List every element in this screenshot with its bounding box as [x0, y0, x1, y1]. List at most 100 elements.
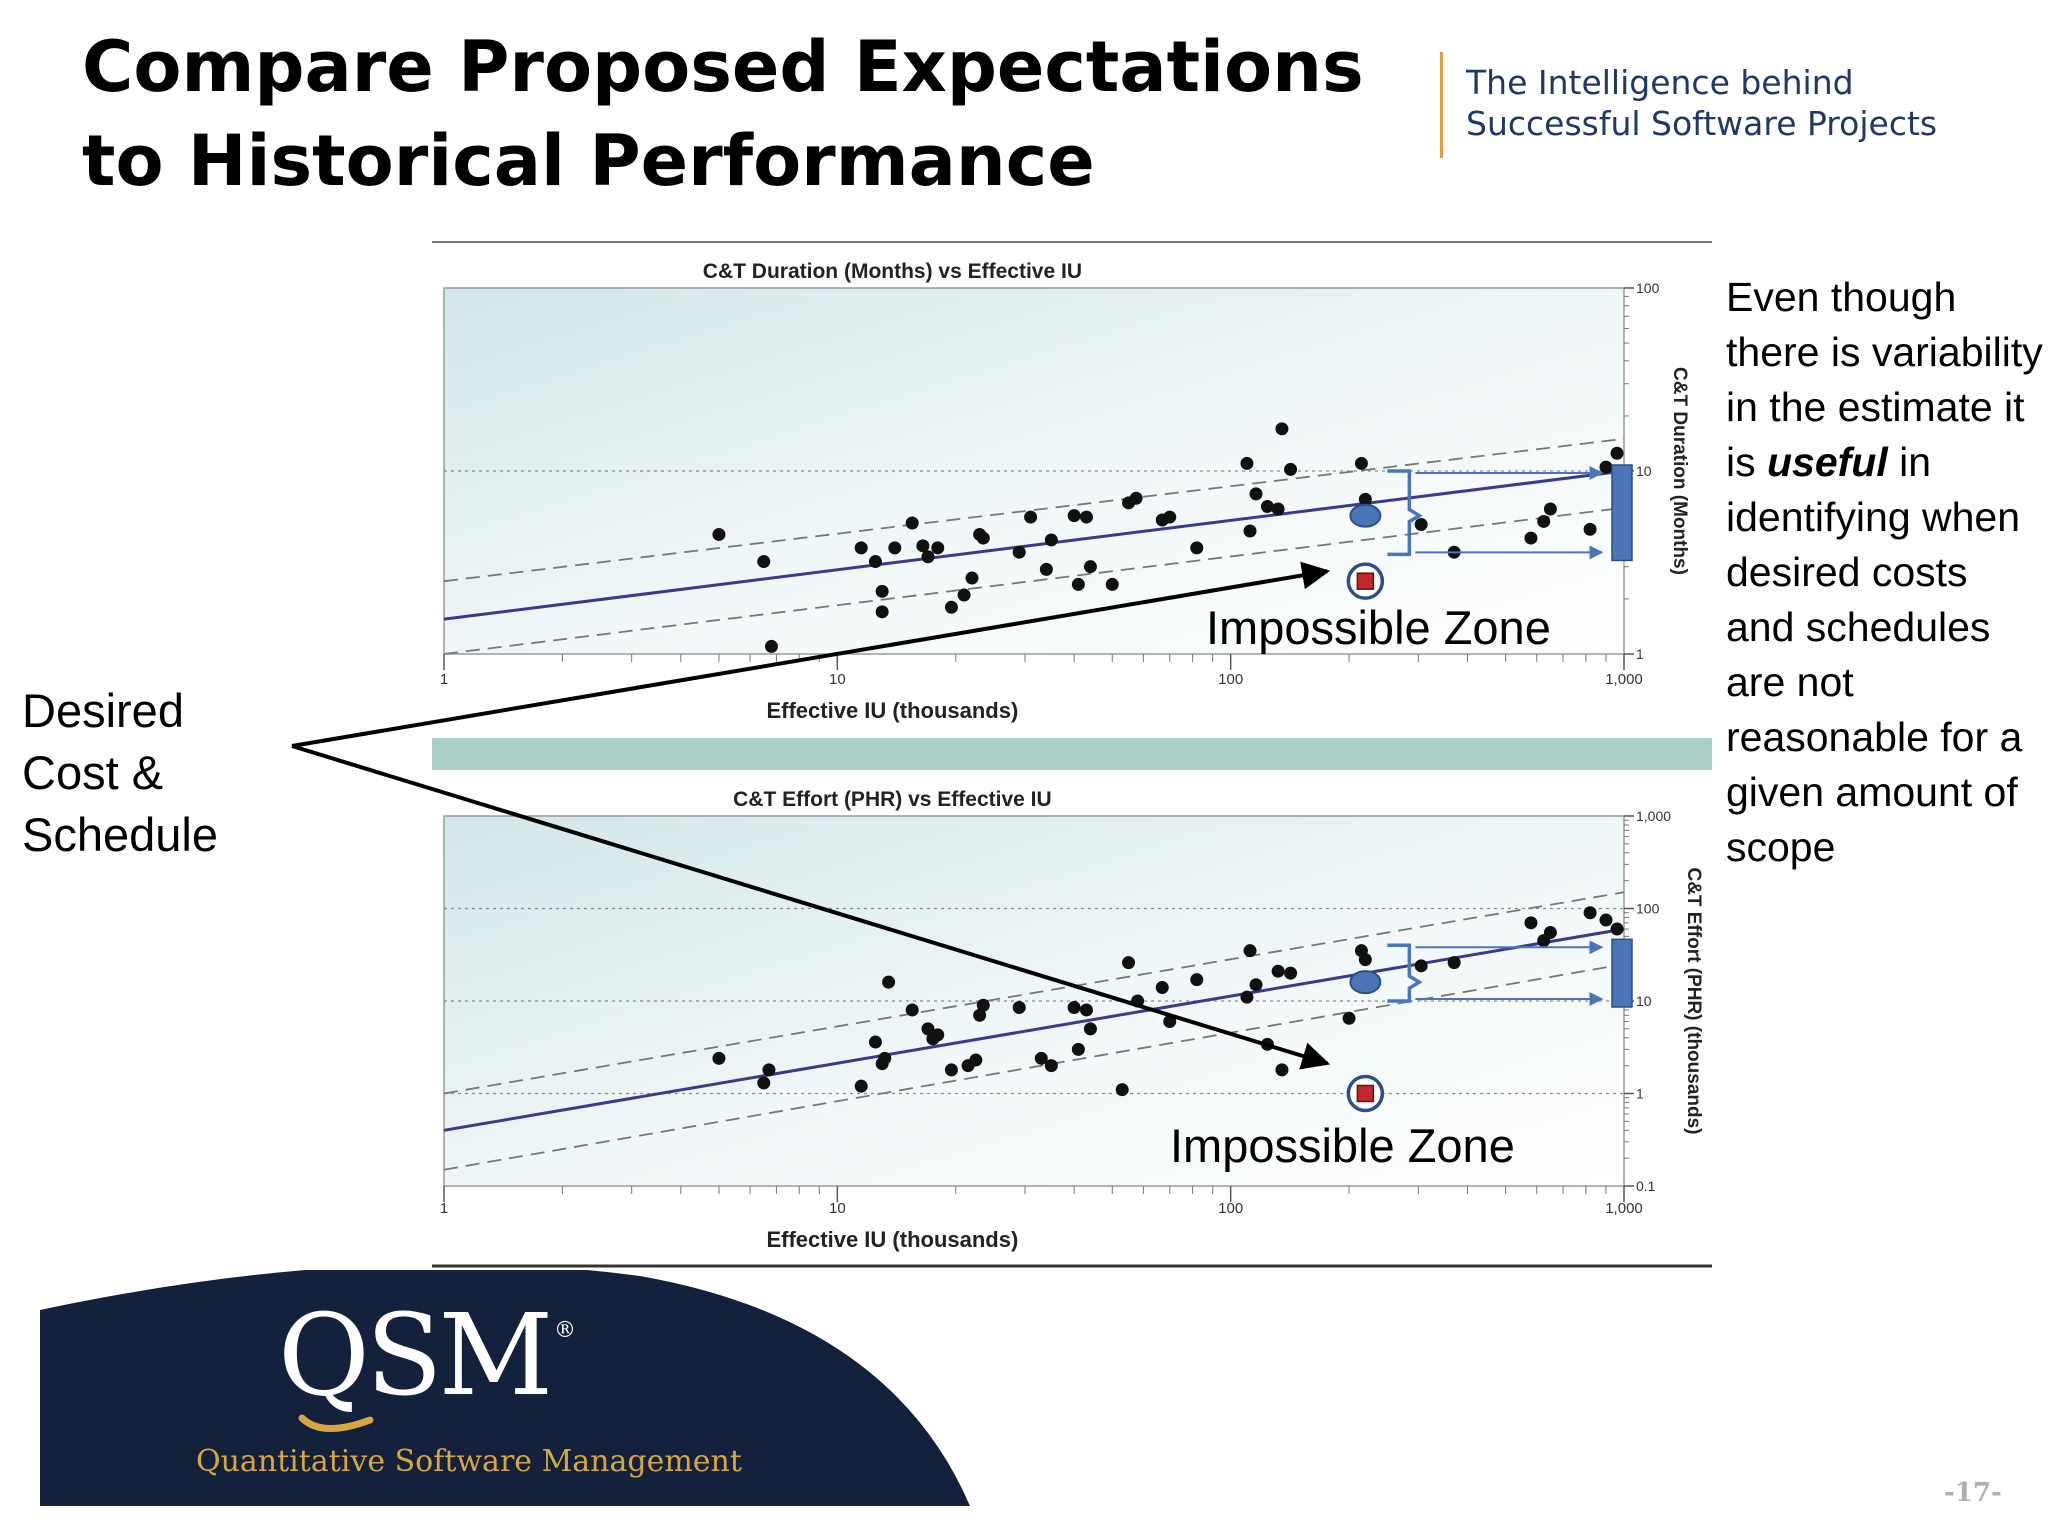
chart1-data-point [1039, 562, 1053, 576]
chart2-x-tick-label: 100 [1218, 1200, 1243, 1217]
chart2-trend-line [443, 927, 1625, 1132]
chart2-data-point [976, 998, 990, 1012]
chart1-trend-line [443, 469, 1625, 621]
chart1-data-point [1599, 460, 1613, 474]
chart1-data-point [916, 539, 930, 553]
chart1-data-point [976, 531, 990, 545]
chart1-x-tick-label: 1 [440, 671, 448, 688]
chart2-data-point [905, 1003, 919, 1017]
chart1-y-tick-label: 1 [1636, 646, 1644, 662]
chart1-data-point [1358, 492, 1372, 506]
chart2-data-point [1543, 926, 1557, 940]
chart1-data-point [1071, 577, 1085, 591]
chart2-y-tick-label: 100 [1636, 901, 1660, 917]
chart2-data-point [1414, 959, 1428, 973]
chart2-x-tick-label: 1,000 [1605, 1200, 1643, 1217]
chart2-data-point [944, 1063, 958, 1077]
chart-separator-band [432, 738, 1712, 770]
chart1-data-point [854, 541, 868, 555]
chart2-data-point [762, 1063, 776, 1077]
logo-registered-mark: ® [554, 1318, 576, 1343]
chart2-data-point [973, 1008, 987, 1022]
chart1-upper-band-line [443, 437, 1625, 583]
chart1-data-point [931, 541, 945, 555]
chart2-projected-range-bar [1611, 938, 1633, 1008]
chart1-data-point [1190, 541, 1204, 555]
chart2-data-point [1583, 906, 1597, 920]
chart1-y-tick-label: 100 [1636, 280, 1660, 296]
chart1-x-axis-label: Effective IU (thousands) [766, 698, 1018, 723]
chart2-upper-band-line [443, 891, 1625, 1095]
chart2-data-point [1240, 990, 1254, 1004]
desired-callout-arrow-1 [291, 561, 1331, 748]
chart2-y-tick-label: 10 [1636, 993, 1652, 1009]
chart2-estimate-range-brace [1387, 943, 1423, 1003]
chart1-data-point [1079, 510, 1093, 524]
chart2-y-tick-label: 1 [1636, 1086, 1644, 1102]
chart2-data-point [1249, 978, 1263, 992]
chart1-data-point [1024, 510, 1038, 524]
desired-label-line-1: Desired [22, 684, 184, 737]
chart1-data-point [1537, 514, 1551, 528]
side-note-text-1: Even though there is variability in the … [1726, 274, 2043, 485]
desired-callout-arrow-2 [291, 744, 1331, 1070]
chart1-data-point [957, 588, 971, 602]
chart1-data-point [1240, 456, 1254, 470]
chart2-data-point [1079, 1003, 1093, 1017]
chart2-data-point [712, 1051, 726, 1065]
chart2-proposed-estimate-marker [1349, 970, 1382, 995]
chart2-data-point [931, 1028, 945, 1042]
chart1-desired-point-marker [1356, 572, 1375, 590]
chart1-data-point [1271, 502, 1285, 516]
logo-subtitle: Quantitative Software Management [196, 1444, 742, 1479]
chart2-data-point [1271, 964, 1285, 978]
chart1-data-point [1524, 531, 1538, 545]
chart2-data-point [757, 1076, 771, 1090]
chart1-projected-range-bar [1611, 464, 1633, 562]
chart1-data-point [1583, 522, 1597, 536]
chart2-data-point [882, 975, 896, 989]
chart1-data-point [875, 584, 889, 598]
side-note-text-2: in identifying when desired costs and sc… [1726, 439, 2023, 870]
chart1-data-point [1105, 577, 1119, 591]
chart1-data-point [868, 555, 882, 569]
chart1-lower-band-line [443, 506, 1625, 655]
chart1-data-point [921, 550, 935, 564]
chart2-data-point [1358, 953, 1372, 967]
chart2-data-point [1115, 1083, 1129, 1097]
chart1-estimate-range-brace [1387, 469, 1423, 557]
tagline-line-1: The Intelligence behind [1466, 63, 1854, 102]
chart1-x-tick-label: 100 [1218, 671, 1243, 688]
tagline-line-2: Successful Software Projects [1466, 104, 1938, 143]
chart2-data-point [969, 1053, 983, 1067]
chart2-data-point [1275, 1063, 1289, 1077]
chart2-data-point [1447, 956, 1461, 970]
chart1-data-point [1284, 462, 1298, 476]
chart2-data-point [1067, 1001, 1081, 1015]
chart1-data-point [888, 541, 902, 555]
tagline: The Intelligence behind Successful Softw… [1466, 62, 2026, 144]
chart1-data-point [944, 600, 958, 614]
chart2-y-tick-label: 0.1 [1636, 1178, 1656, 1194]
qsm-logo-wordmark: QSM [278, 1291, 553, 1421]
slide-title: Compare Proposed Expectations to Histori… [82, 26, 1364, 202]
chart1-data-point [1275, 422, 1289, 436]
chart2-data-point [1083, 1022, 1097, 1036]
chart1-data-point [1012, 545, 1026, 559]
chart1-data-point [1354, 456, 1368, 470]
chart1-data-point [1543, 502, 1557, 516]
chart2-data-point [1524, 916, 1538, 930]
chart2-title: C&T Effort (PHR) vs Effective IU [733, 788, 1052, 811]
chart1-data-point [905, 516, 919, 530]
chart2-data-point [1122, 956, 1136, 970]
chart2-data-point [1163, 1015, 1177, 1029]
impossible-zone-label-bottom: Impossible Zone [1170, 1119, 1515, 1172]
chart1-data-point [1129, 491, 1143, 505]
chart1-x-tick-label: 10 [829, 671, 846, 688]
chart2-data-point [1012, 1001, 1026, 1015]
chart2-data-point [1284, 966, 1298, 980]
chart1-data-point [1163, 510, 1177, 524]
chart2-data-point [1071, 1042, 1085, 1056]
chart1-data-point [965, 571, 979, 585]
chart2-y-tick-label: 1,000 [1636, 808, 1671, 824]
